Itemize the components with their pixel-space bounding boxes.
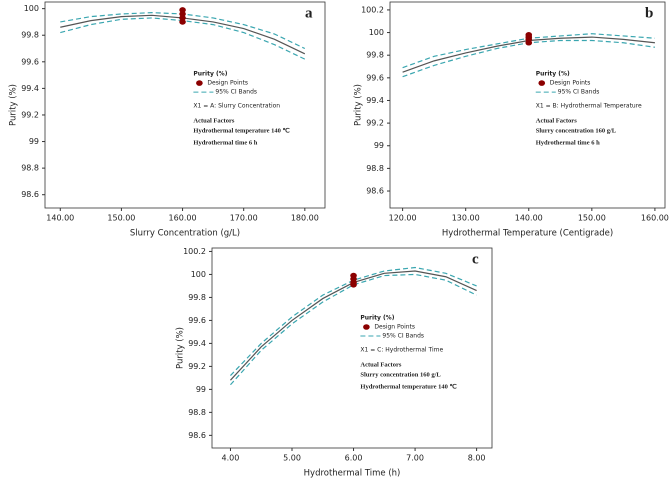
x-tick-label: 8.00 (468, 454, 486, 463)
ci-upper (230, 266, 477, 377)
y-tick-label: 100 (369, 28, 384, 37)
x-tick-label: 120.00 (389, 214, 417, 223)
ci-lower (230, 273, 477, 386)
legend-marker (196, 80, 203, 86)
y-tick-label: 99.8 (21, 31, 39, 40)
y-tick-label: 99.4 (21, 84, 39, 93)
y-tick-label: 99.6 (188, 316, 206, 325)
legend-label: Design Points (374, 324, 415, 331)
actual-factors: Actual Factors (360, 361, 401, 368)
y-axis-label: Purity (%) (9, 84, 19, 126)
y-tick-label: 99.2 (366, 119, 384, 128)
x-tick-label: 150.00 (578, 214, 606, 223)
x-tick-label: 160.00 (169, 214, 197, 223)
factor-line: Hydrothermal time 6 h (193, 140, 257, 147)
plot-frame (44, 1, 326, 209)
factor-line: Hydrothermal temperature 140 ℃ (360, 382, 457, 390)
y-tick-label: 100 (24, 4, 39, 13)
y-tick-label: 100.2 (183, 247, 206, 256)
x-tick-label: 160.00 (641, 214, 669, 223)
legend-title: Purity (%) (360, 315, 394, 322)
panel-label: c (472, 251, 479, 267)
x-tick-label: 7.00 (406, 454, 424, 463)
x-tick-label: 170.00 (230, 214, 258, 223)
factor-line: Slurry concentration 160 g/L (360, 371, 441, 378)
x-tick-label: 180.00 (291, 214, 319, 223)
design-point (179, 7, 186, 13)
x-axis-label: Hydrothermal Time (h) (304, 469, 401, 479)
legend-title: Purity (%) (536, 71, 570, 78)
y-tick-label: 99.6 (366, 73, 384, 82)
y-tick-label: 100.2 (361, 5, 384, 14)
x-tick-label: 140.00 (46, 214, 74, 223)
x-axis-label: Hydrothermal Temperature (Centigrade) (442, 229, 613, 239)
factor-line: Slurry concentration 160 g/L (536, 128, 617, 135)
factor-text: X1 = A: Slurry Concentration (193, 103, 280, 110)
plot-frame (389, 1, 666, 209)
legend-label: 95% CI Bands (558, 89, 600, 96)
y-tick-label: 99.6 (21, 57, 39, 66)
panel-label: a (305, 5, 313, 21)
x-tick-label: 150.00 (107, 214, 135, 223)
y-tick-label: 99 (196, 385, 206, 394)
factor-line: Hydrothermal time 6 h (536, 140, 600, 147)
legend-title: Purity (%) (193, 71, 227, 78)
y-tick-label: 98.6 (366, 187, 384, 196)
plot-frame (211, 247, 493, 449)
y-tick-label: 99.8 (188, 293, 206, 302)
legend-label: 95% CI Bands (215, 89, 257, 96)
y-tick-label: 99.8 (366, 51, 384, 60)
design-point (179, 19, 186, 25)
x-tick-label: 6.00 (345, 454, 363, 463)
y-tick-label: 98.6 (21, 190, 39, 199)
y-tick-label: 99.2 (188, 362, 206, 371)
y-axis-label: Purity (%) (354, 84, 364, 126)
y-tick-label: 99.4 (366, 96, 384, 105)
y-tick-label: 98.8 (21, 164, 39, 173)
factor-text: X1 = B: Hydrothermal Temperature (536, 103, 642, 110)
x-tick-label: 4.00 (222, 454, 240, 463)
x-tick-label: 5.00 (283, 454, 301, 463)
y-tick-label: 99.4 (188, 339, 206, 348)
legend-label: Design Points (550, 80, 591, 87)
design-point (179, 15, 186, 21)
y-tick-label: 100 (191, 270, 206, 279)
y-tick-label: 99 (29, 137, 39, 146)
y-tick-label: 99.2 (21, 110, 39, 119)
legend-label: Design Points (207, 80, 248, 87)
y-tick-label: 98.8 (366, 164, 384, 173)
legend-label: 95% CI Bands (382, 333, 424, 340)
panel-label: b (645, 5, 653, 21)
ci-lower (402, 39, 655, 78)
actual-factors: Actual Factors (193, 118, 234, 125)
design-point (350, 281, 357, 288)
legend-marker (363, 324, 370, 330)
actual-factors: Actual Factors (536, 118, 577, 125)
design-point (525, 39, 533, 46)
factor-line: Hydrothermal temperature 140 ℃ (193, 127, 290, 135)
y-tick-label: 98.8 (188, 408, 206, 417)
y-tick-label: 98.6 (188, 431, 206, 440)
y-axis-label: Purity (%) (176, 327, 186, 369)
legend-marker (538, 80, 546, 86)
factor-text: X1 = C: Hydrothermal Time (360, 347, 443, 354)
x-tick-label: 140.00 (515, 214, 543, 223)
x-axis-label: Slurry Concentration (g/L) (130, 229, 240, 239)
y-tick-label: 99 (374, 141, 384, 150)
design-point (179, 11, 186, 17)
x-tick-label: 130.00 (452, 214, 480, 223)
